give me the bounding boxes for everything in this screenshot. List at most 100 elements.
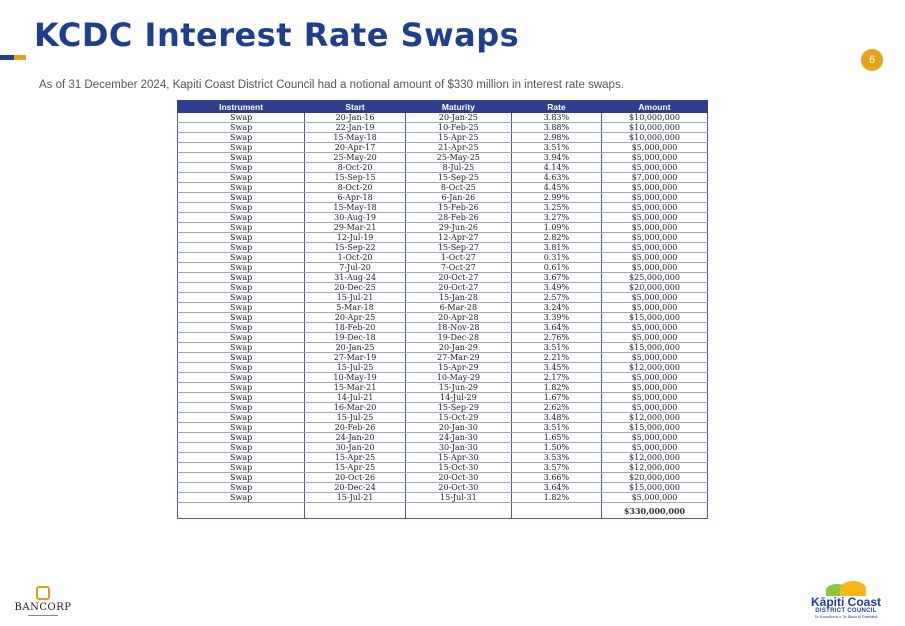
cell-maturity: 29-Jun-26 — [404, 222, 512, 233]
cell-maturity: 27-Mar-29 — [404, 352, 512, 363]
cell-instrument: Swap — [176, 142, 306, 153]
cell-amount: $5,000,000 — [600, 372, 709, 383]
cell-amount: $5,000,000 — [600, 442, 709, 453]
table-row: Swap 29-Mar-21 29-Jun-26 1.09% $5,000,000 — [176, 222, 709, 233]
cell-rate: 3.49% — [510, 282, 602, 293]
cell-start: 20-Apr-25 — [304, 312, 406, 323]
cell-maturity: 15-Sep-27 — [404, 242, 512, 253]
cell-amount: $5,000,000 — [600, 182, 709, 193]
cell-instrument: Swap — [176, 402, 306, 413]
cell-instrument: Swap — [176, 492, 306, 503]
cell-instrument: Swap — [176, 362, 306, 373]
cell-instrument: Swap — [176, 442, 306, 453]
title-accent-bar — [0, 55, 24, 60]
table-row: Swap 20-Dec-25 20-Oct-27 3.49% $20,000,000 — [176, 282, 709, 293]
cell-rate: 0.61% — [510, 262, 602, 273]
table-row: Swap 20-Apr-25 20-Apr-28 3.39% $15,000,000 — [176, 312, 709, 323]
cell-amount: $12,000,000 — [600, 452, 709, 463]
table-total-row: $330,000,000 — [176, 502, 709, 519]
cell-rate: 3.57% — [510, 462, 602, 473]
table-row: Swap 14-Jul-21 14-Jul-29 1.67% $5,000,000 — [176, 392, 709, 403]
cell-instrument: Swap — [176, 232, 306, 243]
table-row: Swap 10-May-19 10-May-29 2.17% $5,000,000 — [176, 372, 709, 383]
cell-maturity: 19-Dec-28 — [404, 332, 512, 343]
column-header-amount: Amount — [600, 100, 709, 113]
cell-instrument: Swap — [176, 252, 306, 263]
cell-rate: 3.53% — [510, 452, 602, 463]
cell-instrument: Swap — [176, 382, 306, 393]
cell-amount: $5,000,000 — [600, 392, 709, 403]
cell-start: 12-Jul-19 — [304, 232, 406, 243]
table-row: Swap 8-Oct-20 8-Oct-25 4.45% $5,000,000 — [176, 182, 709, 193]
column-header-maturity: Maturity — [404, 100, 512, 113]
cell-start: 15-Jul-25 — [304, 412, 406, 423]
cell-amount: $5,000,000 — [600, 252, 709, 263]
table-row: Swap 20-Jan-25 20-Jan-29 3.51% $15,000,000 — [176, 342, 709, 353]
cell-instrument: Swap — [176, 352, 306, 363]
cell-rate: 0.31% — [510, 252, 602, 263]
cell-maturity: 20-Oct-27 — [404, 272, 512, 283]
cell-rate: 3.51% — [510, 422, 602, 433]
cell-rate: 3.66% — [510, 472, 602, 483]
cell-amount: $15,000,000 — [600, 342, 709, 353]
cell-amount: $5,000,000 — [600, 142, 709, 153]
title-accent-dot — [14, 55, 26, 60]
cell-amount: $5,000,000 — [600, 332, 709, 343]
cell-maturity: 18-Nov-28 — [404, 322, 512, 333]
table-header-row: Instrument Start Maturity Rate Amount — [176, 100, 709, 113]
cell-instrument: Swap — [176, 462, 306, 473]
cell-maturity: 10-Feb-25 — [404, 122, 512, 133]
table-row: Swap 7-Jul-20 7-Oct-27 0.61% $5,000,000 — [176, 262, 709, 273]
cell-instrument: Swap — [176, 212, 306, 223]
cell-amount: $20,000,000 — [600, 282, 709, 293]
cell-rate: 4.14% — [510, 162, 602, 173]
cell-maturity: 15-Jan-28 — [404, 292, 512, 303]
cell-rate: 3.27% — [510, 212, 602, 223]
cell-instrument: Swap — [176, 162, 306, 173]
cell-start: 20-Feb-26 — [304, 422, 406, 433]
table-row: Swap 18-Feb-20 18-Nov-28 3.64% $5,000,000 — [176, 322, 709, 333]
cell-start: 6-Apr-18 — [304, 192, 406, 203]
table-row: Swap 31-Aug-24 20-Oct-27 3.67% $25,000,000 — [176, 272, 709, 283]
cell-instrument: Swap — [176, 322, 306, 333]
kapiti-coast-logo: Kāpiti Coast DISTRICT COUNCIL Te Kaunihe… — [800, 580, 892, 619]
cell-amount: $5,000,000 — [600, 322, 709, 333]
cell-maturity: 20-Jan-30 — [404, 422, 512, 433]
bancorp-rule — [28, 615, 58, 616]
cell-start: 20-Dec-24 — [304, 482, 406, 493]
cell-instrument: Swap — [176, 452, 306, 463]
cell-amount: $20,000,000 — [600, 472, 709, 483]
cell-amount: $5,000,000 — [600, 492, 709, 503]
cell-maturity: 1-Oct-27 — [404, 252, 512, 263]
table-row: Swap 25-May-20 25-May-25 3.94% $5,000,000 — [176, 152, 709, 163]
cell-rate: 1.82% — [510, 382, 602, 393]
cell-maturity: 12-Apr-27 — [404, 232, 512, 243]
cell-rate: 3.25% — [510, 202, 602, 213]
cell-instrument: Swap — [176, 432, 306, 443]
total-cell-empty — [176, 502, 306, 519]
cell-instrument: Swap — [176, 302, 306, 313]
cell-amount: $7,000,000 — [600, 172, 709, 183]
cell-start: 15-May-18 — [304, 202, 406, 213]
table-row: Swap 1-Oct-20 1-Oct-27 0.31% $5,000,000 — [176, 252, 709, 263]
cell-instrument: Swap — [176, 122, 306, 133]
table-row: Swap 30-Aug-19 28-Feb-26 3.27% $5,000,000 — [176, 212, 709, 223]
cell-start: 20-Apr-17 — [304, 142, 406, 153]
cell-maturity: 6-Mar-28 — [404, 302, 512, 313]
cell-maturity: 15-Apr-25 — [404, 132, 512, 143]
cell-instrument: Swap — [176, 192, 306, 203]
bancorp-logo: BANCORP — [8, 586, 78, 616]
cell-amount: $5,000,000 — [600, 352, 709, 363]
column-header-start: Start — [304, 100, 406, 113]
cell-maturity: 6-Jan-26 — [404, 192, 512, 203]
cell-rate: 3.51% — [510, 342, 602, 353]
cell-instrument: Swap — [176, 172, 306, 183]
cell-rate: 4.45% — [510, 182, 602, 193]
cell-rate: 3.24% — [510, 302, 602, 313]
table-row: Swap 15-Apr-25 15-Apr-30 3.53% $12,000,000 — [176, 452, 709, 463]
cell-amount: $5,000,000 — [600, 242, 709, 253]
cell-instrument: Swap — [176, 372, 306, 383]
cell-start: 30-Aug-19 — [304, 212, 406, 223]
cell-amount: $12,000,000 — [600, 462, 709, 473]
cell-rate: 3.81% — [510, 242, 602, 253]
